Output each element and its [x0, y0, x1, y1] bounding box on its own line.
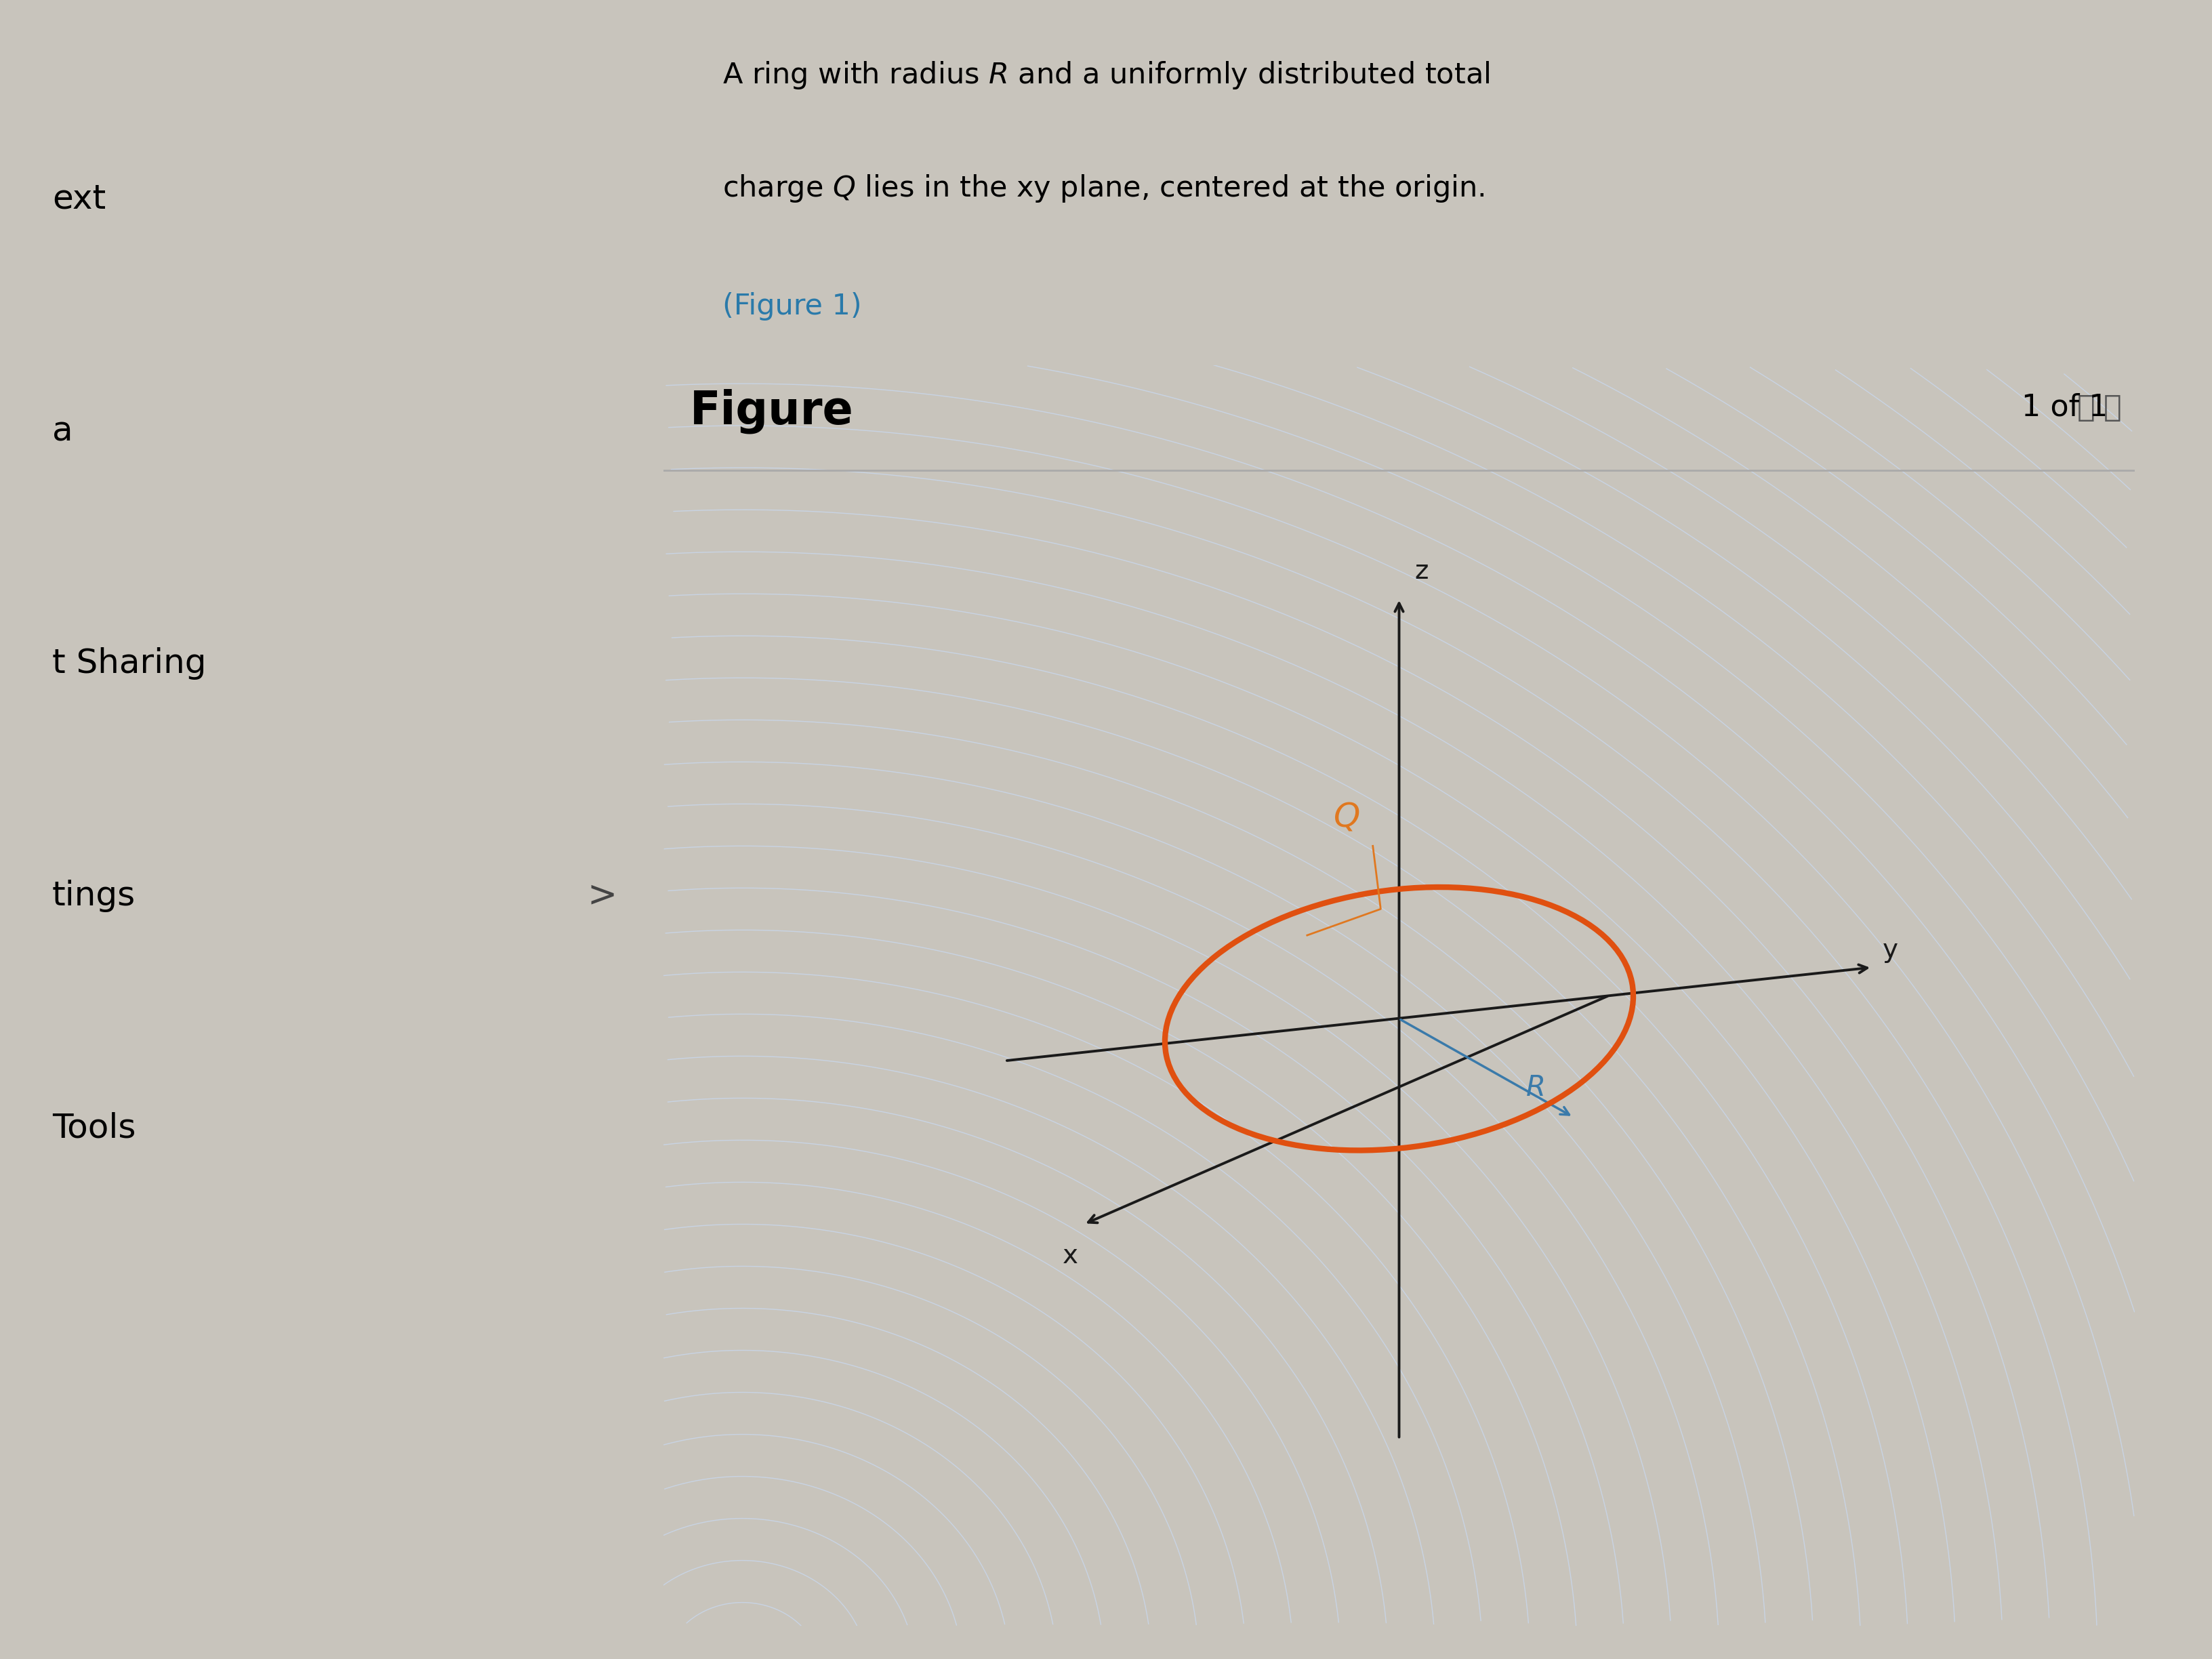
- Text: >: >: [588, 878, 617, 914]
- Text: z: z: [1416, 559, 1429, 584]
- Text: charge $\mathit{Q}$ lies in the xy plane, centered at the origin.: charge $\mathit{Q}$ lies in the xy plane…: [723, 173, 1484, 204]
- Text: (Figure 1): (Figure 1): [723, 292, 863, 320]
- Text: A ring with radius $\mathit{R}$ and a uniformly distributed total: A ring with radius $\mathit{R}$ and a un…: [723, 60, 1491, 91]
- Text: x: x: [1062, 1243, 1079, 1269]
- Text: 1 of 1: 1 of 1: [2022, 393, 2108, 421]
- Text: 〈: 〈: [2077, 393, 2095, 421]
- Text: t Sharing: t Sharing: [53, 647, 206, 680]
- Text: a: a: [53, 415, 73, 448]
- Text: Figure: Figure: [690, 388, 854, 433]
- Text: y: y: [1882, 937, 1898, 962]
- Text: Q: Q: [1334, 801, 1360, 834]
- Text: 〉: 〉: [2104, 393, 2121, 421]
- Text: Tools: Tools: [53, 1112, 135, 1145]
- Text: R: R: [1526, 1073, 1546, 1102]
- Text: ext: ext: [53, 182, 106, 216]
- Text: tings: tings: [53, 879, 135, 912]
